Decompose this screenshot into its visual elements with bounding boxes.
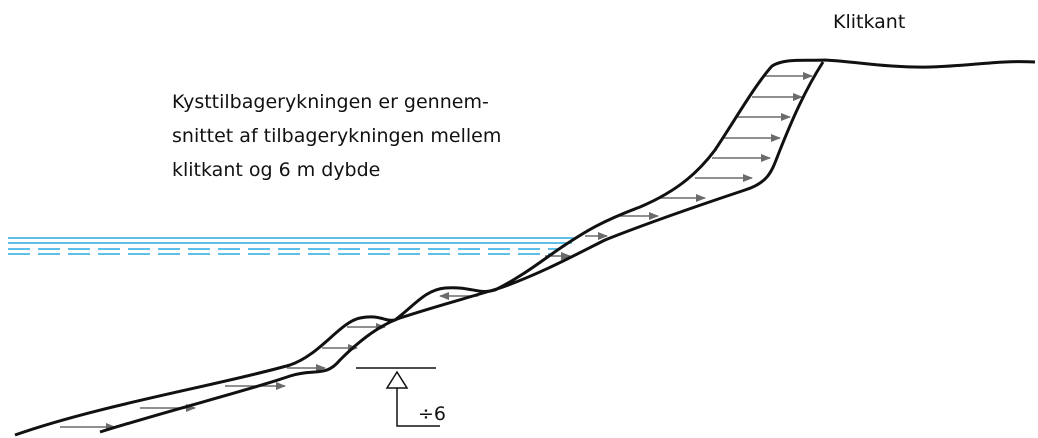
description-line: Kysttilbagerykningen er gennem-: [172, 91, 489, 113]
depth-marker: [356, 367, 440, 427]
depth-label: ÷6: [418, 403, 446, 425]
klitkant-label: Klitkant: [833, 11, 905, 33]
old-profile: [14, 58, 1036, 437]
description-line: klitkant og 6 m dybde: [172, 159, 380, 181]
water-lines: [8, 237, 578, 255]
new-profile: [99, 61, 825, 434]
description-line: snittet af tilbagerykningen mellem: [172, 125, 501, 147]
